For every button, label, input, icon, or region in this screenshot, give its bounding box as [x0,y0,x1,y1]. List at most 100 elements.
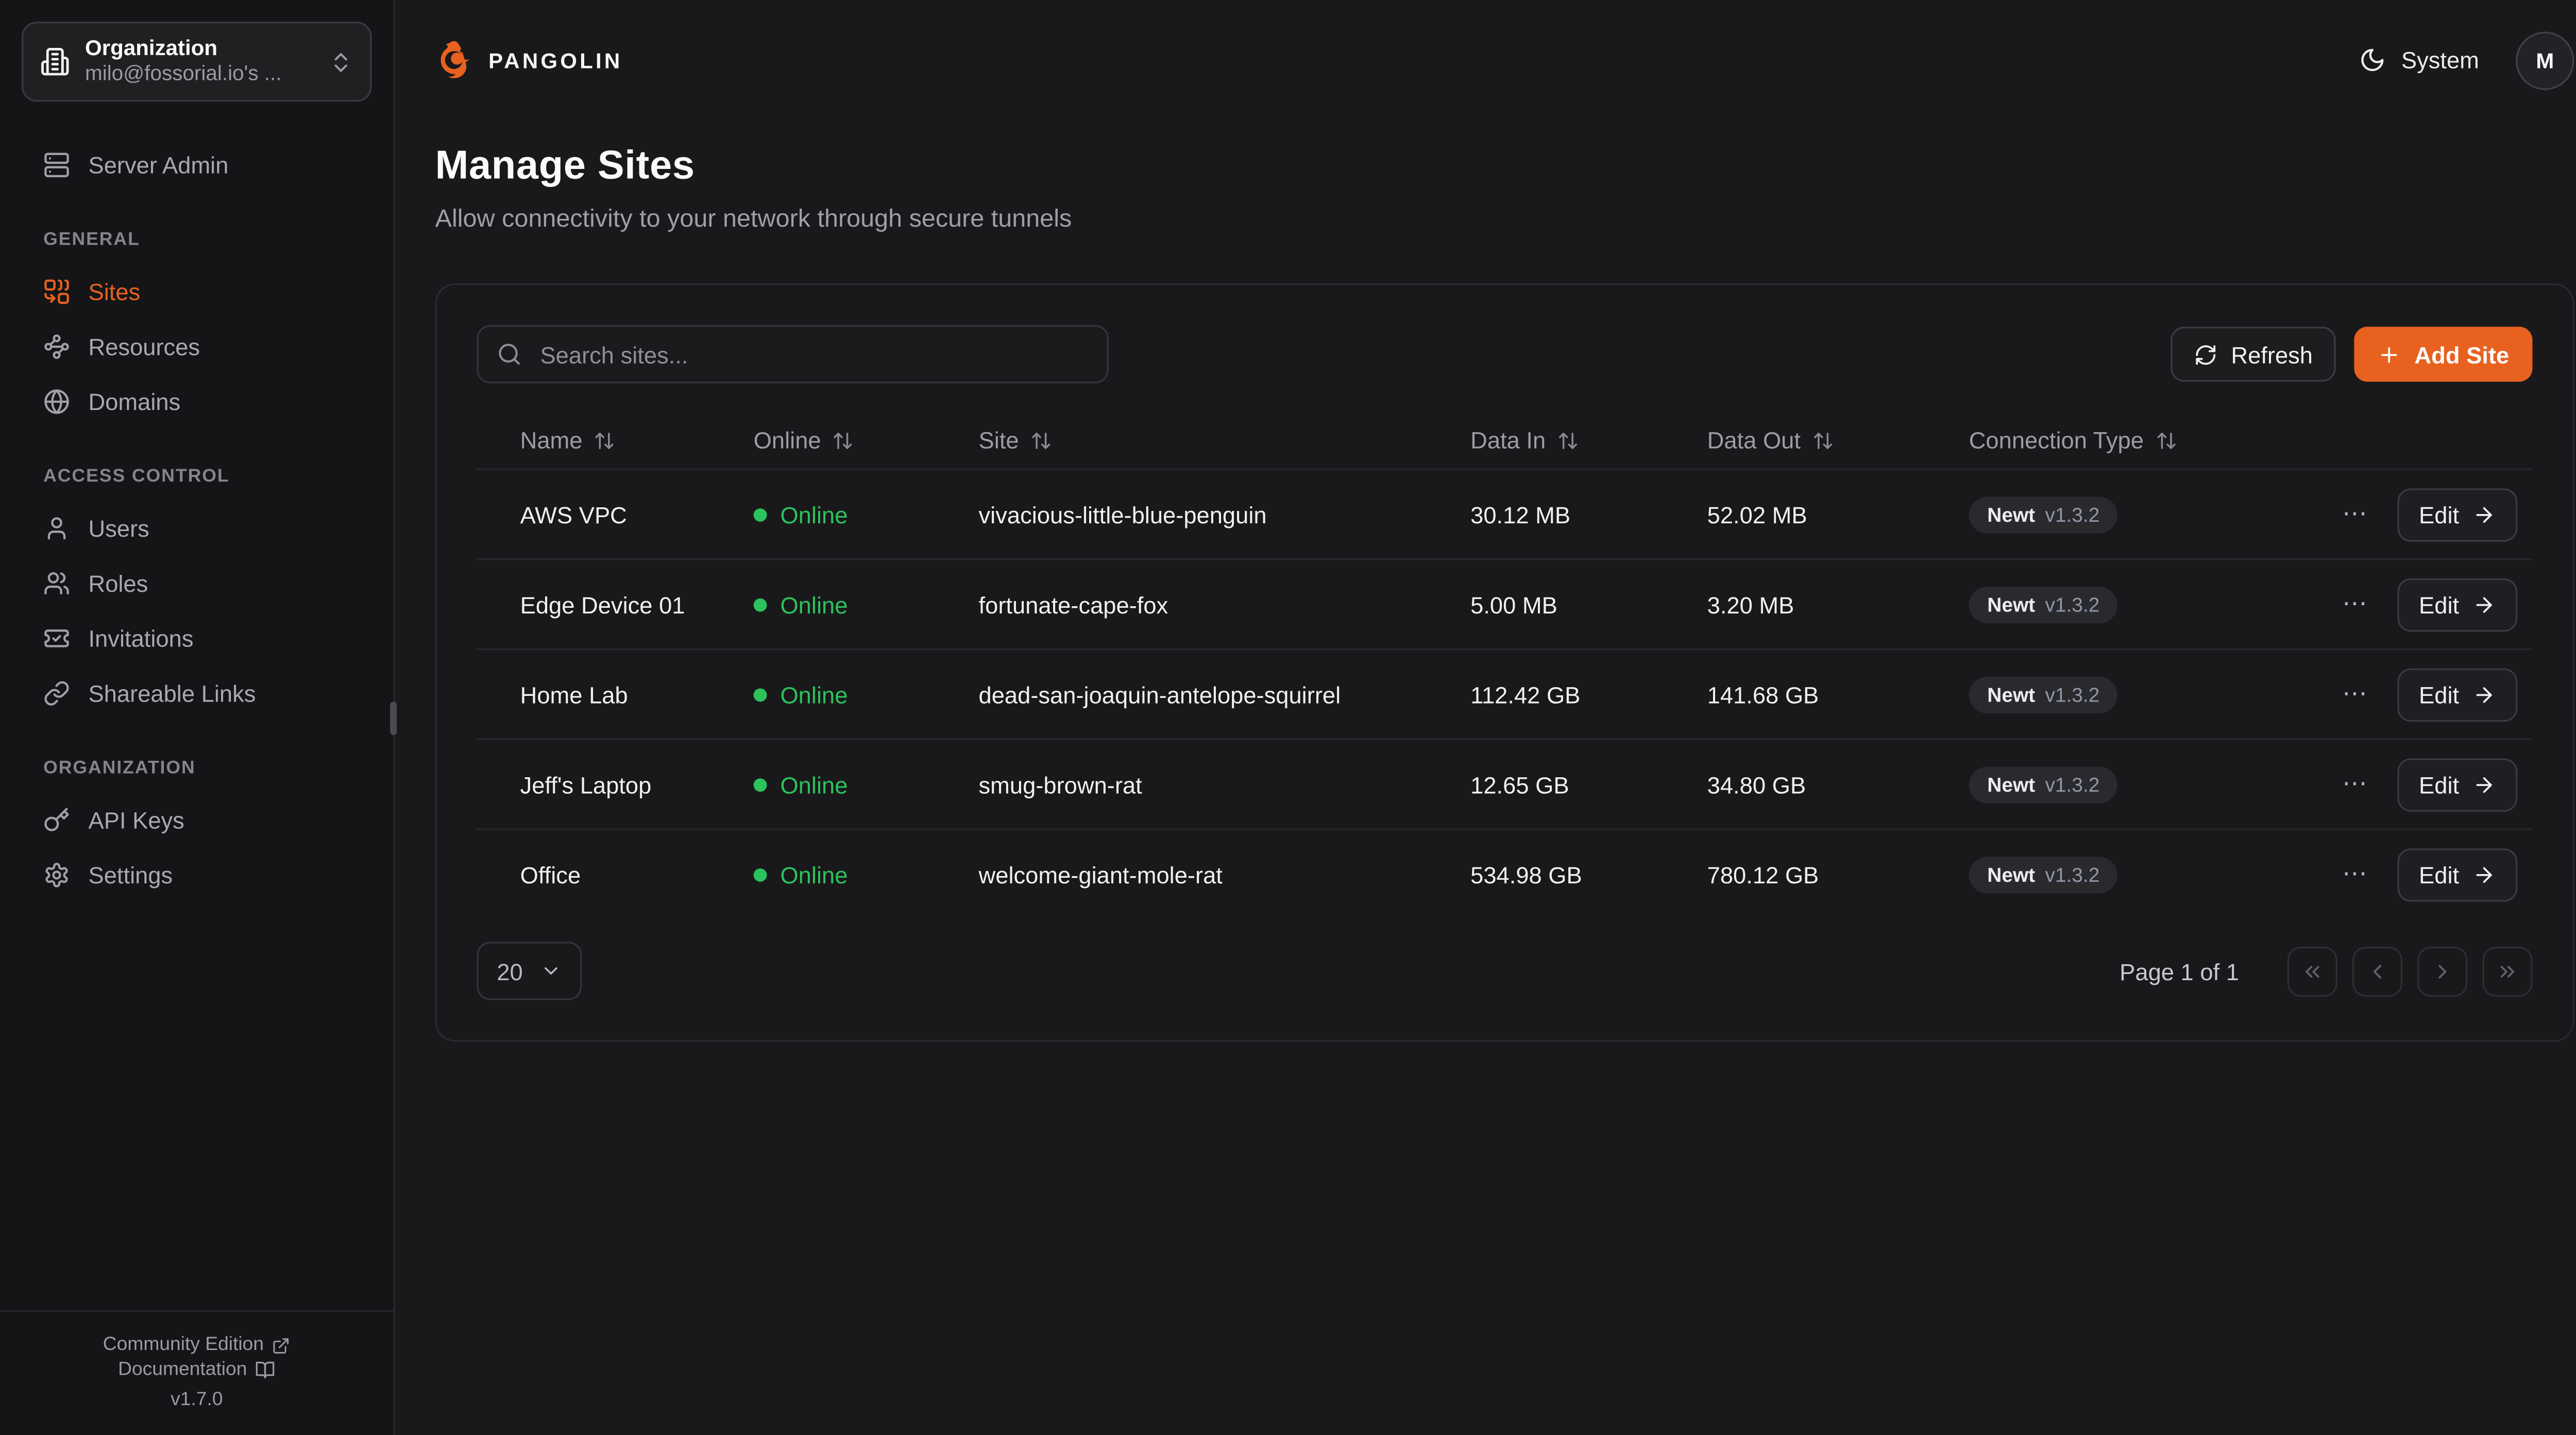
online-dot-icon [753,597,767,611]
sidebar-item-label: Sites [88,277,141,304]
documentation-link[interactable]: Documentation [13,1360,380,1380]
sites-card: Refresh Add Site Name [435,283,2574,1042]
online-status-cell: Online [753,591,979,618]
chevron-down-icon [539,960,561,982]
sidebar-item-invitations[interactable]: Invitations [22,610,372,665]
column-header-data-in[interactable]: Data In [1470,426,1707,453]
key-icon [43,806,70,833]
chevrons-up-down-icon [328,49,353,74]
column-header-data-out[interactable]: Data Out [1707,426,1969,453]
chevron-left-icon [2373,964,2382,978]
sidebar-item-label: Server Admin [88,150,229,178]
sidebar-nav: Server Admin GENERAL Sites Resources Do [0,123,394,901]
gear-icon [43,861,70,887]
online-dot-icon [753,867,767,881]
sidebar-item-settings[interactable]: Settings [22,847,372,902]
row-more-menu-button[interactable]: ⋯ [2342,680,2369,709]
table-row: Edge Device 01 Online fortunate-cape-fox… [477,558,2533,648]
online-status-cell: Online [753,681,979,708]
data-in-cell: 5.00 MB [1470,591,1557,618]
sidebar-item-api-keys[interactable]: API Keys [22,792,372,847]
sidebar: Organization milo@fossorial.io's ... Ser… [0,0,397,1435]
first-page-button[interactable] [2287,946,2337,996]
online-status-cell: Online [753,501,979,527]
row-more-menu-button[interactable]: ⋯ [2342,500,2369,528]
sidebar-item-roles[interactable]: Roles [22,555,372,610]
theme-toggle[interactable]: System [2360,46,2479,74]
prev-page-button[interactable] [2352,946,2403,996]
row-edit-button[interactable]: Edit [2397,757,2518,811]
column-header-connection-type[interactable]: Connection Type [1969,426,2518,453]
row-edit-button[interactable]: Edit [2397,577,2518,631]
search-input[interactable] [536,339,1089,369]
brand: PANGOLIN [432,38,622,82]
sidebar-item-server-admin[interactable]: Server Admin [22,136,372,192]
row-edit-button[interactable]: Edit [2397,847,2518,901]
sidebar-item-label: Roles [88,569,148,596]
chevron-right-icon [2438,964,2447,978]
site-name-cell: AWS VPC [520,501,627,528]
org-switcher[interactable]: Organization milo@fossorial.io's ... [22,22,372,102]
sidebar-resize-handle[interactable] [390,702,397,736]
arrow-right-icon [2472,592,2496,616]
data-out-cell: 780.12 GB [1707,861,1819,888]
row-more-menu-button[interactable]: ⋯ [2342,590,2369,619]
card-toolbar: Refresh Add Site [477,325,2533,384]
data-out-cell: 52.02 MB [1707,501,1807,528]
next-page-button[interactable] [2417,946,2468,996]
sidebar-item-users[interactable]: Users [22,500,372,555]
site-slug-cell: fortunate-cape-fox [978,591,1168,618]
data-in-cell: 534.98 GB [1470,861,1582,888]
site-slug-cell: welcome-giant-mole-rat [978,861,1223,888]
user-icon [43,514,70,541]
arrow-right-icon [2472,503,2496,526]
sort-icon [2156,429,2177,451]
column-header-site[interactable]: Site [979,426,1471,453]
page-header: Manage Sites Allow connectivity to your … [395,120,2576,233]
data-out-cell: 34.80 GB [1707,771,1806,798]
globe-icon [43,387,70,414]
site-slug-cell: vivacious-little-blue-penguin [978,501,1267,528]
page-info: Page 1 of 1 [2120,958,2239,984]
community-edition-link[interactable]: Community Edition [13,1335,380,1355]
site-slug-cell: dead-san-joaquin-antelope-squirrel [978,680,1341,708]
page-title: Manage Sites [435,143,695,189]
sidebar-item-shareable-links[interactable]: Shareable Links [22,665,372,720]
connection-type-badge: Newt v1.3.2 [1969,676,2118,713]
version-label: v1.7.0 [171,1390,223,1410]
sort-icon [833,429,854,451]
online-dot-icon [753,777,767,791]
add-site-button[interactable]: Add Site [2354,327,2533,382]
book-open-icon [256,1360,276,1380]
refresh-button[interactable]: Refresh [2171,327,2336,382]
column-header-online[interactable]: Online [754,426,979,453]
arrow-right-icon [2472,773,2496,796]
search-icon [497,341,522,367]
connection-type-badge: Newt v1.3.2 [1969,586,2118,623]
page-size-select[interactable]: 20 [477,942,581,1000]
table-row: Jeff's Laptop Online smug-brown-rat 12.6… [477,738,2533,829]
sidebar-item-domains[interactable]: Domains [22,373,372,429]
row-edit-button[interactable]: Edit [2397,487,2518,541]
online-status-cell: Online [753,771,979,797]
sort-icon [594,429,616,451]
column-header-name[interactable]: Name [520,426,754,453]
row-more-menu-button[interactable]: ⋯ [2342,860,2369,889]
sidebar-item-resources[interactable]: Resources [22,318,372,373]
sort-icon [1812,429,1834,451]
site-name-cell: Home Lab [520,680,628,708]
row-edit-button[interactable]: Edit [2397,668,2518,721]
building-icon [40,47,70,77]
theme-label: System [2401,46,2479,74]
site-name-cell: Jeff's Laptop [520,771,652,798]
user-avatar[interactable]: M [2516,30,2574,90]
row-more-menu-button[interactable]: ⋯ [2342,770,2369,799]
online-status-cell: Online [753,861,979,887]
sidebar-item-label: Settings [88,861,173,888]
last-page-button[interactable] [2482,946,2533,996]
table-row: AWS VPC Online vivacious-little-blue-pen… [477,468,2533,558]
sidebar-item-sites[interactable]: Sites [22,263,372,318]
section-label-organization: ORGANIZATION [43,758,196,779]
site-name-cell: Office [520,861,581,888]
